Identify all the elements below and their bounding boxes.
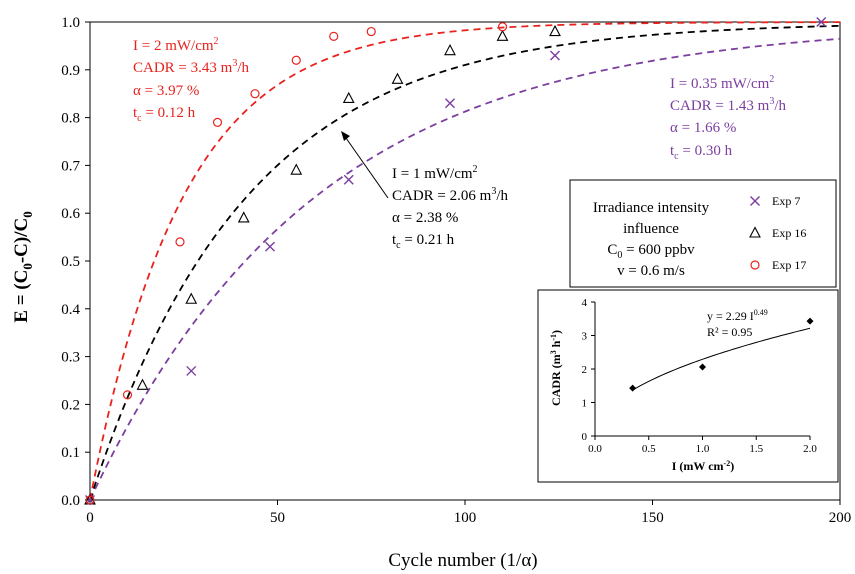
svg-text:tc = 0.12 h: tc = 0.12 h bbox=[133, 105, 196, 124]
svg-text:tc = 0.21 h: tc = 0.21 h bbox=[392, 232, 455, 251]
data-point-exp-7 bbox=[343, 174, 354, 185]
data-point-exp-16 bbox=[549, 24, 561, 37]
y-tick-label: 0.7 bbox=[61, 158, 80, 174]
inset-data-point bbox=[629, 384, 637, 392]
inset-y-tick-label: 1 bbox=[582, 398, 588, 410]
inset-y-tick-label: 3 bbox=[582, 331, 588, 343]
inset-data-point bbox=[806, 317, 814, 325]
inset-fit-curve bbox=[632, 327, 811, 391]
svg-text:I = 0.35 mW/cm2: I = 0.35 mW/cm2 bbox=[670, 74, 774, 92]
data-point-exp-17 bbox=[122, 390, 133, 400]
data-point-exp-16 bbox=[185, 292, 198, 304]
legend-title-line3: C0 = 600 ppbv bbox=[607, 242, 695, 261]
y-tick-label: 0.8 bbox=[61, 111, 80, 127]
inset-r2: R² = 0.95 bbox=[707, 325, 752, 339]
main-axes: 0 50 100 150 200 0.0 0.1 0.2 0.3 0.4 0.5 0.6 0.7 0.8 0… bbox=[61, 15, 851, 526]
inset-x-axis-title: I (mW cm-2) bbox=[672, 459, 734, 473]
y-tick-label: 0.1 bbox=[61, 445, 80, 461]
data-point-exp-16 bbox=[444, 43, 456, 56]
y-tick-label: 0.6 bbox=[61, 206, 80, 222]
fit-curve-exp-7 bbox=[89, 37, 841, 501]
inset-x-tick-label: 2.0 bbox=[803, 443, 817, 455]
inset-power-fit bbox=[632, 327, 811, 391]
y-tick-label: 1.0 bbox=[61, 15, 80, 31]
data-point-exp-17 bbox=[212, 117, 223, 127]
svg-text:α = 3.97 %: α = 3.97 % bbox=[133, 83, 199, 99]
y-tick-label: 0.3 bbox=[61, 350, 80, 366]
inset-data-points bbox=[629, 317, 814, 392]
svg-text:α = 1.66 %: α = 1.66 % bbox=[670, 120, 736, 136]
inset-x-tick-label: 0.5 bbox=[642, 443, 656, 455]
inset-data-point bbox=[699, 363, 706, 371]
data-point-exp-17 bbox=[250, 89, 260, 99]
x-tick-label: 200 bbox=[829, 510, 852, 526]
y-tick-label: 0.9 bbox=[61, 63, 80, 79]
annotation-exp16: I = 1 mW/cm2 CADR = 2.06 m3/h α = 2.38 %… bbox=[392, 164, 508, 251]
x-tick-label: 0 bbox=[86, 510, 94, 526]
x-tick-label: 150 bbox=[641, 510, 664, 526]
fit-curve-exp-17 bbox=[89, 21, 841, 501]
data-point-exp-16 bbox=[391, 72, 404, 84]
annotation-exp17: I = 2 mW/cm2 CADR = 3.43 m3/h α = 3.97 %… bbox=[133, 36, 249, 124]
x-axis-title: Cycle number (1/α) bbox=[388, 550, 537, 571]
y-axis-title: E = (C0-C)/C0 bbox=[11, 211, 35, 322]
data-point-exp-17 bbox=[366, 26, 376, 37]
data-point-exp-17 bbox=[497, 22, 508, 32]
legend-label: Exp 17 bbox=[772, 258, 806, 272]
svg-text:α = 2.38 %: α = 2.38 % bbox=[392, 210, 458, 226]
data-point-exp-17 bbox=[329, 31, 339, 41]
legend-marker-exp-7 bbox=[750, 196, 760, 206]
inset-y-tick-label: 2 bbox=[582, 364, 588, 376]
inset-y-tick-label: 0 bbox=[582, 431, 588, 443]
svg-text:CADR = 2.06 m3/h: CADR = 2.06 m3/h bbox=[392, 186, 508, 204]
data-point-exp-7 bbox=[265, 241, 275, 252]
y-tick-label: 0.0 bbox=[61, 493, 80, 509]
data-point-exp-17 bbox=[175, 237, 185, 247]
inset-x-tick-label: 1.5 bbox=[749, 443, 763, 455]
inset-y-tick-label: 4 bbox=[582, 297, 588, 309]
data-point-exp-16 bbox=[342, 91, 355, 104]
main-fit-curves bbox=[89, 21, 841, 501]
data-point-exp-16 bbox=[237, 211, 250, 223]
data-point-exp-17 bbox=[291, 55, 301, 65]
annotation-arrow bbox=[341, 131, 389, 199]
fit-curve-exp-16 bbox=[89, 24, 841, 501]
inset-y-axis-title: CADR (m3 h-1) bbox=[549, 330, 563, 406]
inset-x-tick-label: 0.0 bbox=[588, 443, 602, 455]
data-point-exp-16 bbox=[136, 378, 149, 390]
annotation-exp7: I = 0.35 mW/cm2 CADR = 1.43 m3/h α = 1.6… bbox=[670, 74, 786, 162]
svg-text:CADR = 1.43 m3/h: CADR = 1.43 m3/h bbox=[670, 96, 786, 114]
legend-title-line2: influence bbox=[623, 221, 679, 237]
main-data-points bbox=[84, 17, 827, 505]
legend-title-line4: v = 0.6 m/s bbox=[617, 263, 685, 279]
x-tick-label: 50 bbox=[270, 510, 285, 526]
svg-text:I = 2 mW/cm2: I = 2 mW/cm2 bbox=[133, 36, 219, 54]
svg-text:tc = 0.30 h: tc = 0.30 h bbox=[670, 143, 733, 162]
data-point-exp-7 bbox=[550, 50, 560, 61]
legend-entries: Exp 7 Exp 16 Exp 17 bbox=[749, 194, 806, 272]
legend-title-line1: Irradiance intensity bbox=[593, 200, 710, 216]
y-tick-label: 0.4 bbox=[61, 302, 80, 318]
data-point-exp-7 bbox=[816, 17, 827, 27]
data-point-exp-7 bbox=[445, 98, 455, 109]
inset: 0.0 0.5 1.0 1.5 2.0 0 1 2 3 4 y = 2.29 I0.49 R² =… bbox=[537, 289, 839, 483]
legend-label: Exp 16 bbox=[772, 226, 806, 240]
y-tick-label: 0.5 bbox=[61, 254, 80, 270]
data-point-exp-16 bbox=[496, 29, 509, 41]
x-tick-label: 100 bbox=[454, 510, 477, 526]
y-tick-label: 0.2 bbox=[61, 397, 80, 413]
inset-axes: 0.0 0.5 1.0 1.5 2.0 0 1 2 3 4 bbox=[582, 297, 818, 455]
data-point-exp-17 bbox=[85, 495, 95, 505]
svg-text:I = 1 mW/cm2: I = 1 mW/cm2 bbox=[392, 164, 478, 182]
legend-label: Exp 7 bbox=[772, 194, 800, 208]
legend-marker-exp-17 bbox=[750, 260, 760, 270]
inset-x-tick-label: 1.0 bbox=[696, 443, 710, 455]
inset-equation: y = 2.29 I0.49 bbox=[707, 308, 768, 323]
data-point-exp-7 bbox=[186, 365, 197, 376]
data-point-exp-16 bbox=[290, 163, 303, 175]
legend-marker-exp-16 bbox=[749, 226, 761, 238]
legend: Irradiance intensity influence C0 = 600 … bbox=[569, 179, 837, 288]
svg-text:CADR = 3.43 m3/h: CADR = 3.43 m3/h bbox=[133, 58, 249, 76]
